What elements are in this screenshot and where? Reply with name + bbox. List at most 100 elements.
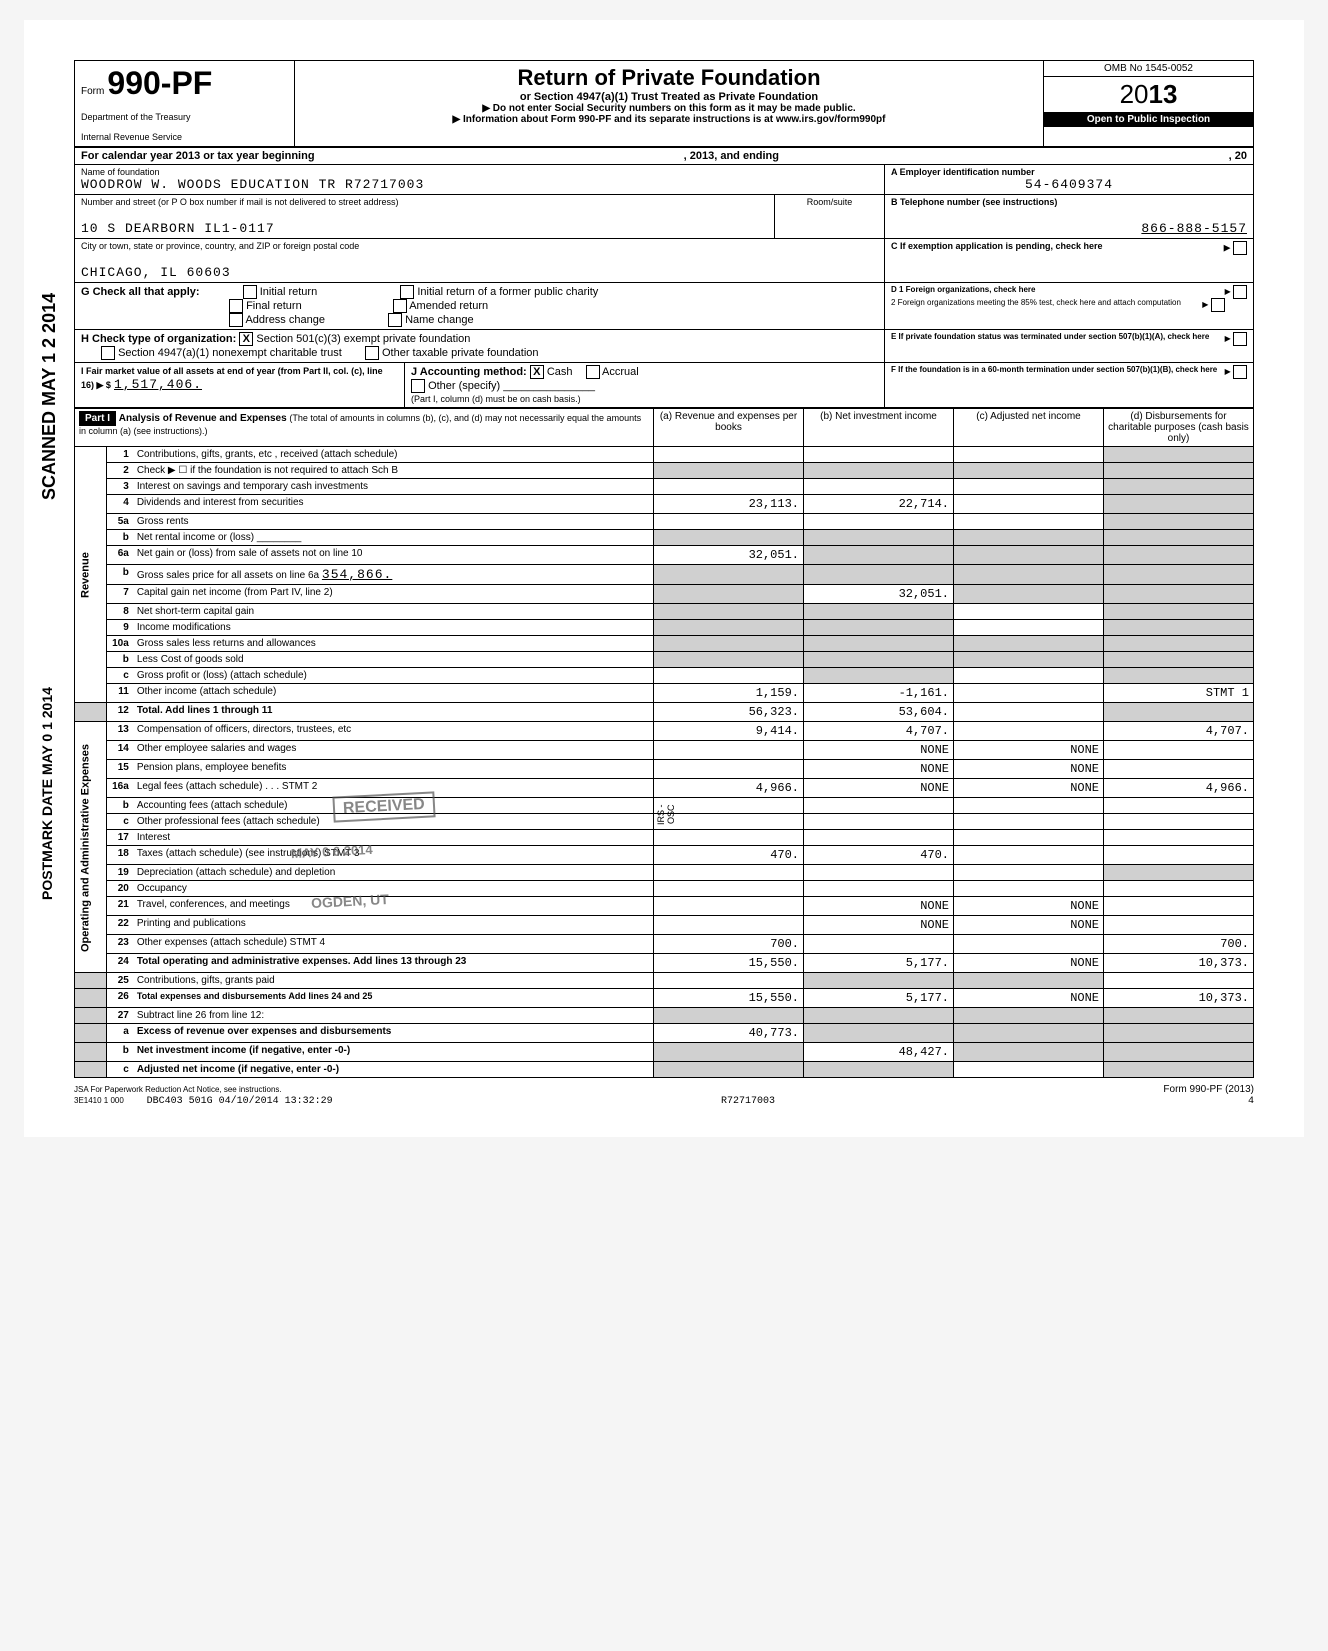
h-other-cb[interactable] [365,346,379,360]
e-checkbox[interactable] [1233,332,1247,346]
line-3: 3Interest on savings and temporary cash … [75,479,1254,495]
line-11: 11Other income (attach schedule)1,159.-1… [75,684,1254,703]
g-label: G Check all that apply: [81,286,200,298]
j-other-cb[interactable] [411,379,425,393]
j-other: Other (specify) [428,380,500,392]
c-label: C If exemption application is pending, c… [891,241,1103,251]
line-16a-c: NONE [954,779,1104,798]
line-11-d: STMT 1 [1104,684,1254,703]
j-cash-cb[interactable]: X [530,365,544,379]
g-initial-cb[interactable] [243,285,257,299]
j-cell: J Accounting method: X Cash Accrual Othe… [405,363,885,407]
line-27c: cAdjusted net income (if negative, enter… [75,1062,1254,1078]
line-2: 2Check ▶ ☐ if the foundation is not requ… [75,463,1254,479]
d2-label: 2 Foreign organizations meeting the 85% … [891,298,1181,307]
j-cash: Cash [547,366,573,378]
d2-checkbox[interactable] [1211,298,1225,312]
header-title-block: Return of Private Foundation or Section … [295,61,1043,146]
d-cell: D 1 Foreign organizations, check here ▶ … [885,283,1253,329]
line-16a-a: 4,966. [654,779,804,798]
line-10b-desc: Less Cost of goods sold [133,652,654,668]
h-other-tax: Other taxable private foundation [382,347,539,359]
line-12-b: 53,604. [804,703,954,722]
h-4947: Section 4947(a)(1) nonexempt charitable … [118,347,342,359]
f-checkbox[interactable] [1233,365,1247,379]
line-6b: bGross sales price for all assets on lin… [75,565,1254,585]
line-18-desc: Taxes (attach schedule) (see instruction… [133,846,654,865]
j-accrual-cb[interactable] [586,365,600,379]
e-cell: E If private foundation status was termi… [885,330,1253,362]
line-5a-desc: Gross rents [133,514,654,530]
year-prefix: 20 [1120,79,1149,109]
g-amended: Amended return [409,300,488,312]
col-b-header: (b) Net investment income [804,409,954,447]
line-14: 14Other employee salaries and wagesNONEN… [75,741,1254,760]
line-13: Operating and Administrative Expenses13C… [75,722,1254,741]
col-d-header: (d) Disbursements for charitable purpose… [1104,409,1254,447]
form-number: 990-PF [107,65,212,101]
name-label: Name of foundation [81,167,878,177]
d1-label: D 1 Foreign organizations, check here [891,285,1035,294]
line-18-a: 470. [654,846,804,865]
dept-treasury: Department of the Treasury [81,112,288,122]
line-21: 21 Travel, conferences, and meetings OGD… [75,897,1254,916]
d1-checkbox[interactable] [1233,285,1247,299]
g-addr-cb[interactable] [229,313,243,327]
h-4947-cb[interactable] [101,346,115,360]
irs-osc-stamp: IRS - OSC [656,804,676,829]
line-1: Revenue1Contributions, gifts, grants, et… [75,447,1254,463]
year-suffix: 13 [1149,79,1178,109]
postmark-stamp: POSTMARK DATE MAY 0 1 2014 [39,687,55,900]
g-name-cb[interactable] [388,313,402,327]
line-26-desc: Total expenses and disbursements Add lin… [133,989,654,1008]
ein-cell: A Employer identification number 54-6409… [885,165,1253,194]
line-27a: aExcess of revenue over expenses and dis… [75,1024,1254,1043]
line-27a-a: 40,773. [654,1024,804,1043]
room-cell: Room/suite [775,195,885,238]
line-27-desc: Subtract line 26 from line 12: [133,1008,654,1024]
line-10b: bLess Cost of goods sold [75,652,1254,668]
h-label: H Check type of organization: [81,333,236,345]
form-title: Return of Private Foundation [301,65,1037,91]
name-ein-row: Name of foundation WOODROW W. WOODS EDUC… [74,165,1254,195]
line-6a-a: 32,051. [654,546,804,565]
line-2-desc: Check ▶ ☐ if the foundation is not requi… [133,463,654,479]
form-page: SCANNED MAY 1 2 2014 POSTMARK DATE MAY 0… [24,20,1304,1137]
form-prefix: Form [81,86,104,97]
line-14-b: NONE [804,741,954,760]
line-5b: bNet rental income or (loss) ________ [75,530,1254,546]
j-note: (Part I, column (d) must be on cash basi… [411,394,581,404]
line-5b-desc: Net rental income or (loss) ________ [133,530,654,546]
line-19-desc: Depreciation (attach schedule) and deple… [133,865,654,881]
line-24-d: 10,373. [1104,954,1254,973]
cal-year-mid: , 2013, and ending [505,148,785,164]
h-501c3: Section 501(c)(3) exempt private foundat… [256,333,470,345]
line-26-a: 15,550. [654,989,804,1008]
line-27a-desc: Excess of revenue over expenses and disb… [133,1024,654,1043]
line-23-d: 700. [1104,935,1254,954]
date-stamp: MAY 0 6 2014 [282,839,381,863]
g-amended-cb[interactable] [393,299,407,313]
header-left: Form 990-PF Department of the Treasury I… [75,61,295,146]
ein-value: 54-6409374 [891,177,1247,192]
g-final-cb[interactable] [229,299,243,313]
g-initial: Initial return [260,286,317,298]
line-26: 26Total expenses and disbursements Add l… [75,989,1254,1008]
line-6b-text: Gross sales price for all assets on line… [137,570,319,581]
h-cell: H Check type of organization: X Section … [75,330,885,362]
line-15-c: NONE [954,760,1104,779]
h-501c3-cb[interactable]: X [239,332,253,346]
line-15: 15Pension plans, employee benefitsNONENO… [75,760,1254,779]
line-27: 27Subtract line 26 from line 12: [75,1008,1254,1024]
c-exemption-cell: C If exemption application is pending, c… [885,239,1253,282]
line-25-desc: Contributions, gifts, grants paid [133,973,654,989]
dept-irs: Internal Revenue Service [81,132,288,142]
line-1-desc: Contributions, gifts, grants, etc , rece… [133,447,654,463]
e-label: E If private foundation status was termi… [891,332,1209,341]
page-number: 4 [1248,1096,1254,1107]
g-final: Final return [246,300,302,312]
g-former-cb[interactable] [400,285,414,299]
c-checkbox[interactable] [1233,241,1247,255]
paperwork-notice: JSA For Paperwork Reduction Act Notice, … [74,1085,282,1094]
omb-number: OMB No 1545-0052 [1044,61,1253,77]
